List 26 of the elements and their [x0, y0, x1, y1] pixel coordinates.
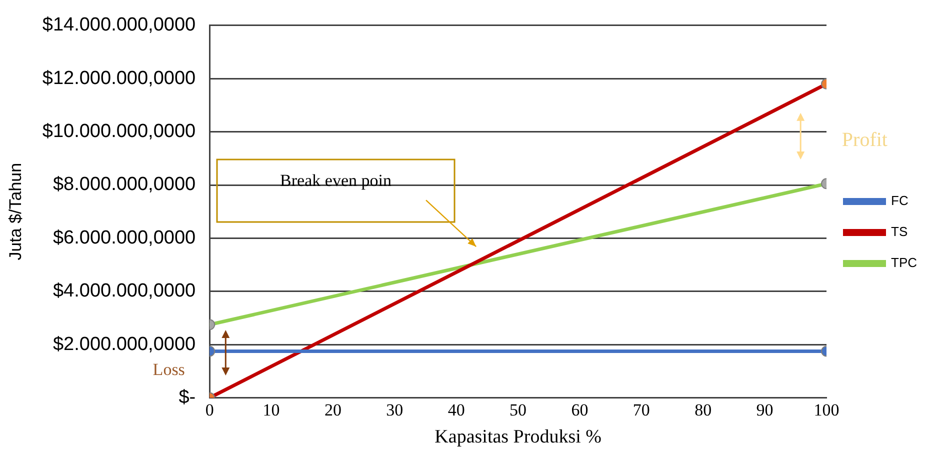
x-tick-label: 10: [262, 400, 280, 420]
x-tick-label: 60: [571, 400, 588, 420]
x-tick-label: 30: [386, 400, 404, 420]
y-tick-label: $-: [178, 387, 196, 408]
x-tick-label: 0: [205, 400, 214, 420]
legend-label: TPC: [891, 255, 917, 270]
legend-label: FC: [891, 193, 908, 208]
text: Profit: [842, 129, 888, 152]
text: Loss: [152, 360, 185, 380]
y-tick-label: $12.000.000,0000: [42, 68, 196, 89]
x-tick-label: 100: [814, 400, 840, 420]
y-tick-label: $8.000.000,0000: [52, 174, 196, 196]
x-tick-label: 20: [324, 400, 342, 420]
x-axis-title: Kapasitas Produksi %: [434, 426, 602, 448]
y-tick-label: $6.000.000,0000: [52, 227, 196, 248]
y-tick-label: $14.000.000,0000: [42, 14, 196, 36]
x-tick-label: 80: [694, 400, 712, 420]
legend-label: TS: [891, 224, 908, 240]
y-tick-label: $4.000.000,0000: [52, 280, 196, 302]
x-tick-label: 50: [510, 400, 527, 420]
x-tick-label: 90: [756, 400, 774, 420]
x-tick-label: 70: [632, 400, 650, 420]
y-tick-label: $10.000.000,0000: [42, 121, 196, 142]
x-tick-label: 40: [448, 400, 465, 420]
y-tick-label: $2.000.000,0000: [52, 334, 196, 355]
y-axis-title: Juta $/Tahun: [6, 162, 25, 260]
